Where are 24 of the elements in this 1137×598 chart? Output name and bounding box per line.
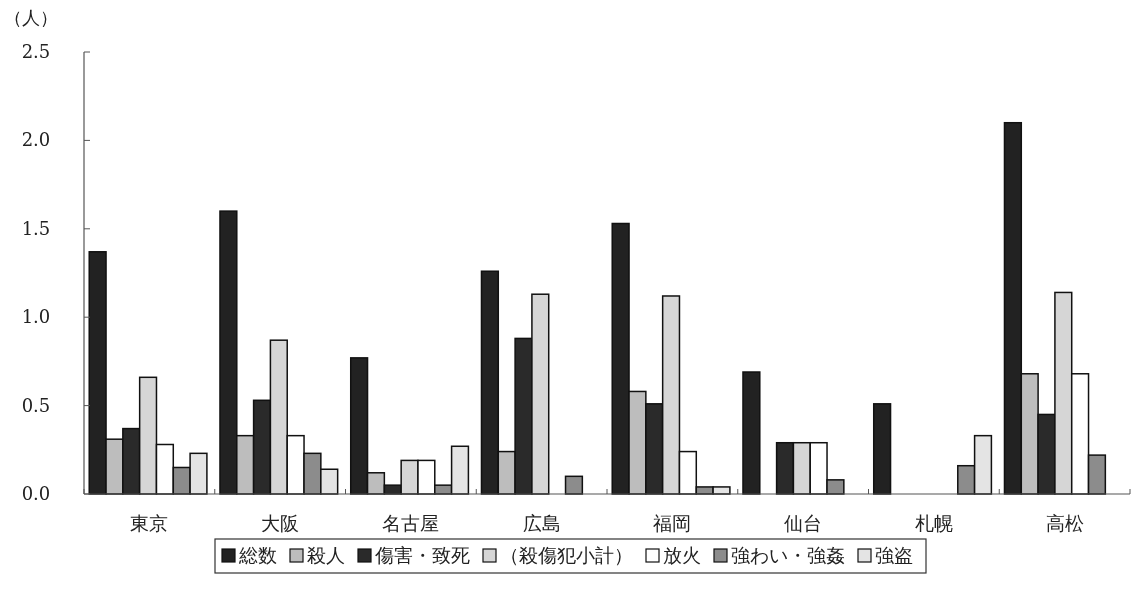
x-tick-label: 東京 xyxy=(130,512,169,534)
x-tick-label: 札幌 xyxy=(914,512,953,534)
bar xyxy=(872,403,892,495)
x-tick-label: 広島 xyxy=(522,512,561,534)
y-axis-title: （人） xyxy=(4,7,58,28)
legend-label: （殺傷犯小計） xyxy=(500,544,633,566)
legend-label: 傷害・致死 xyxy=(374,544,470,566)
legend-label: 殺人 xyxy=(307,544,345,566)
y-tick-label: 1.5 xyxy=(21,217,51,239)
x-tick-label: 仙台 xyxy=(784,512,823,534)
x-tick-label: 福岡 xyxy=(653,512,692,534)
x-tick-label: 大阪 xyxy=(261,512,300,534)
y-tick-label: 2.0 xyxy=(21,129,51,151)
y-tick-label: 2.5 xyxy=(21,41,51,62)
legend-label: 強わい・強姦 xyxy=(731,544,845,566)
bar xyxy=(742,371,761,495)
legend-label: 放火 xyxy=(663,544,701,566)
y-tick-label: 0.0 xyxy=(21,483,51,504)
x-tick-label: 名古屋 xyxy=(382,512,440,534)
x-tick-label: 高松 xyxy=(1045,512,1084,534)
legend-label: 強盗 xyxy=(875,544,913,566)
legend-label: 総数 xyxy=(238,544,277,566)
y-tick-label: 1.0 xyxy=(21,306,51,328)
y-tick-label: 0.5 xyxy=(21,394,51,416)
